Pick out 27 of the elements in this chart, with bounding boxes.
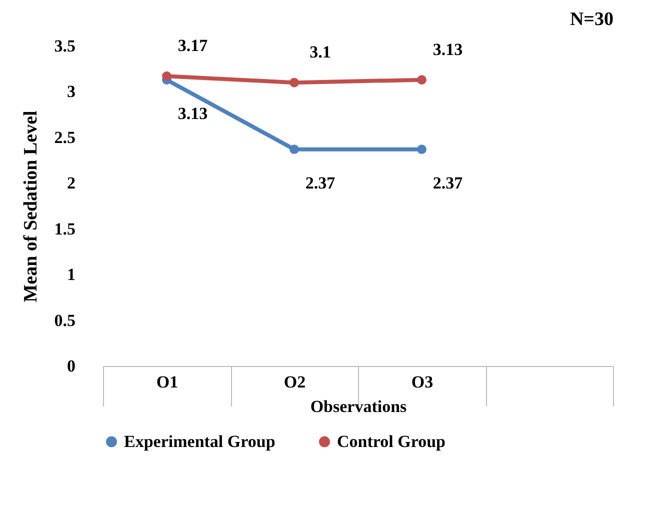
data-label: 3.13 — [178, 104, 208, 123]
x-tick-label: O2 — [284, 372, 306, 392]
y-tick-label: 0.5 — [54, 310, 76, 330]
point — [290, 144, 299, 154]
y-tick-label: 3 — [67, 82, 76, 102]
legend-label: Control Group — [337, 432, 446, 451]
y-tick-label: 2.5 — [54, 128, 76, 147]
y-tick-label: 0 — [67, 356, 76, 376]
point — [417, 144, 426, 154]
y-tick-label: 1 — [67, 265, 76, 284]
y-tick-label: 1.5 — [54, 219, 76, 238]
x-tick-label: O1 — [156, 372, 178, 392]
text: N=30 — [570, 9, 614, 30]
point — [417, 75, 426, 85]
y-axis-title: Mean of Sedation Level — [20, 110, 42, 302]
data-label: 2.37 — [305, 173, 336, 192]
data-label: 3.1 — [310, 42, 331, 62]
x-tick-label: O3 — [411, 372, 434, 392]
y-tick-label: 3.5 — [54, 36, 76, 56]
legend-label: Experimental Group — [124, 432, 276, 451]
data-label: 2.37 — [432, 173, 464, 192]
data-label: 3.13 — [432, 40, 463, 59]
data-label: 3.17 — [178, 36, 208, 56]
x-axis-title: Observations — [310, 397, 408, 416]
y-tick-label: 2 — [67, 174, 76, 193]
point — [162, 71, 172, 81]
point — [290, 78, 299, 88]
